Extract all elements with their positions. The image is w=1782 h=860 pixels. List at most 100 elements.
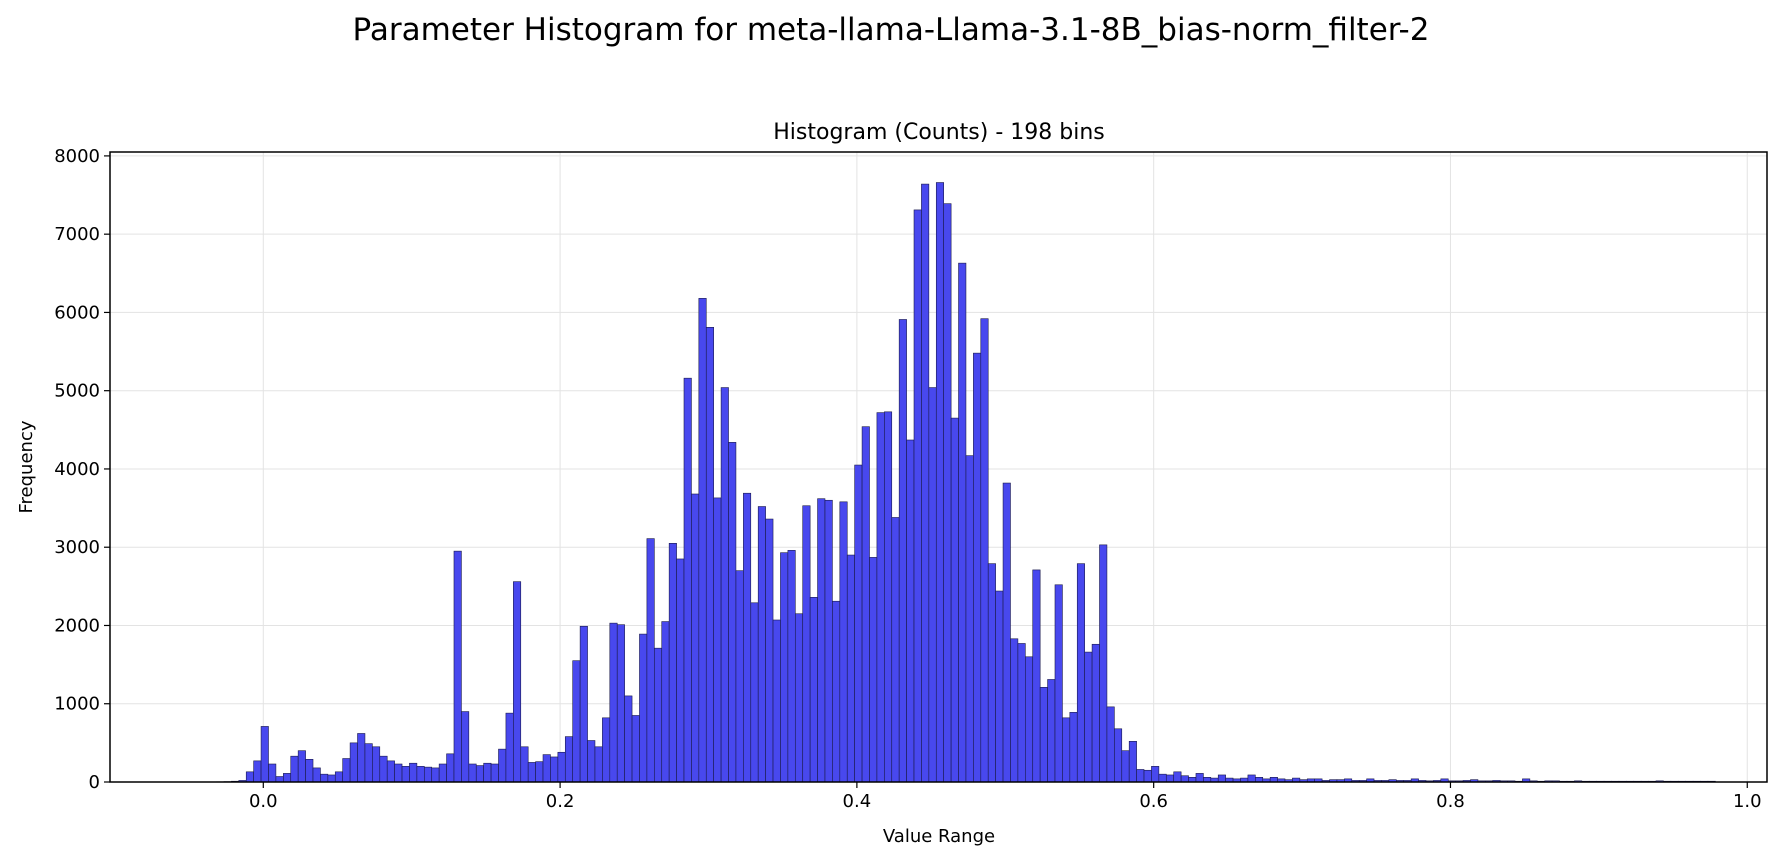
histogram-bar bbox=[935, 182, 944, 783]
histogram-bar bbox=[757, 506, 766, 783]
histogram-bar bbox=[468, 763, 477, 783]
y-tick-label: 5000 bbox=[54, 381, 100, 402]
histogram-bar bbox=[906, 439, 915, 783]
plot-frame bbox=[109, 151, 1768, 783]
histogram-bar bbox=[787, 550, 796, 783]
histogram-bar bbox=[275, 776, 284, 783]
histogram-bar bbox=[691, 493, 700, 783]
histogram-bar bbox=[372, 746, 381, 783]
y-tick-label: 1000 bbox=[54, 694, 100, 715]
histogram-bar bbox=[646, 538, 655, 783]
histogram-bar bbox=[453, 550, 462, 783]
histogram-bar bbox=[839, 501, 848, 783]
y-tick-label: 8000 bbox=[54, 146, 100, 167]
histogram-bar bbox=[1025, 656, 1034, 783]
histogram-bar bbox=[305, 759, 314, 783]
x-tick-label: 0.2 bbox=[546, 791, 575, 812]
histogram-bar bbox=[1002, 482, 1011, 783]
histogram-bar bbox=[1010, 638, 1019, 783]
histogram-bar bbox=[446, 753, 455, 783]
histogram-bar bbox=[290, 755, 299, 783]
histogram-bar bbox=[869, 557, 878, 783]
y-axis-label: Frequency bbox=[16, 420, 37, 513]
histogram-bar bbox=[794, 613, 804, 783]
chart-title: Histogram (Counts) - 198 bins bbox=[773, 120, 1104, 145]
histogram-bar bbox=[564, 736, 574, 783]
y-tick-label: 6000 bbox=[54, 302, 100, 323]
histogram-bar bbox=[1054, 584, 1063, 783]
histogram-bar bbox=[668, 543, 677, 783]
histogram-bar bbox=[743, 492, 752, 783]
histogram-bar bbox=[527, 762, 536, 783]
histogram-bar bbox=[854, 464, 863, 783]
histogram-bar bbox=[312, 767, 321, 783]
chart-suptitle: Parameter Histogram for meta-llama-Llama… bbox=[353, 12, 1430, 48]
histogram-bar bbox=[921, 183, 930, 783]
histogram-bar bbox=[602, 717, 611, 783]
histogram-bar bbox=[490, 763, 499, 783]
histogram-bar bbox=[438, 763, 447, 783]
histogram-bar bbox=[513, 581, 522, 783]
histogram-bar bbox=[720, 387, 729, 783]
x-tick-label: 0.4 bbox=[843, 791, 872, 812]
histogram-bar bbox=[283, 773, 292, 783]
y-tick-label: 0 bbox=[89, 772, 100, 793]
histogram-bar bbox=[483, 762, 492, 783]
histogram-bar bbox=[268, 763, 277, 783]
x-tick-label: 1.0 bbox=[1733, 791, 1762, 812]
histogram-bar bbox=[705, 327, 714, 783]
histogram-bar bbox=[750, 602, 759, 783]
histogram-bar bbox=[765, 518, 774, 783]
histogram-bar bbox=[913, 209, 922, 783]
y-tick-label: 2000 bbox=[54, 615, 100, 636]
histogram-bar bbox=[683, 377, 692, 783]
histogram-bar bbox=[772, 619, 781, 783]
histogram-bars bbox=[179, 182, 1716, 783]
y-tick-label: 7000 bbox=[54, 224, 100, 245]
histogram-bar bbox=[461, 711, 470, 783]
histogram-bar bbox=[884, 411, 893, 783]
y-tick-label: 3000 bbox=[54, 537, 100, 558]
x-tick-label: 0.6 bbox=[1139, 791, 1168, 812]
histogram-bar bbox=[1039, 687, 1048, 783]
histogram-bar bbox=[780, 552, 789, 783]
histogram-bar bbox=[1106, 706, 1115, 783]
histogram-bar bbox=[735, 570, 744, 783]
histogram-bar bbox=[1091, 643, 1100, 783]
histogram-bar bbox=[661, 621, 670, 783]
histogram-bar bbox=[802, 505, 811, 783]
histogram-bar bbox=[609, 622, 618, 783]
y-axis-ticks: 0 1000 2000 3000 4000 5000 6000 7000 8000 bbox=[54, 146, 110, 793]
histogram-bar bbox=[1136, 769, 1145, 783]
histogram-bar bbox=[1247, 774, 1256, 783]
histogram-bar bbox=[1047, 679, 1056, 783]
histogram-bar bbox=[639, 633, 648, 783]
histogram-bar bbox=[1151, 766, 1160, 783]
histogram-bar bbox=[616, 624, 625, 783]
histogram-bar bbox=[1069, 712, 1078, 783]
histogram-bar bbox=[1158, 773, 1167, 783]
histogram-bar bbox=[594, 746, 603, 783]
histogram-bar bbox=[542, 754, 551, 783]
histogram-bar bbox=[364, 743, 373, 783]
histogram-bar bbox=[401, 766, 410, 783]
histogram-bar bbox=[1017, 643, 1026, 783]
histogram-bar bbox=[1195, 773, 1204, 783]
histogram-bar bbox=[698, 298, 707, 783]
histogram-bar bbox=[728, 442, 737, 783]
histogram-bar bbox=[424, 766, 433, 783]
histogram-bar bbox=[965, 455, 974, 783]
histogram-bar bbox=[1143, 769, 1152, 783]
histogram-bar bbox=[898, 319, 907, 783]
histogram-bar bbox=[1217, 774, 1226, 783]
histogram-bar bbox=[824, 499, 833, 783]
histogram-bar bbox=[943, 203, 952, 783]
histogram-bar bbox=[958, 262, 967, 783]
histogram-bar bbox=[379, 755, 388, 783]
x-axis-label: Value Range bbox=[883, 826, 995, 847]
histogram-bar bbox=[409, 762, 418, 783]
histogram-bar bbox=[253, 760, 262, 783]
histogram-bar bbox=[1099, 544, 1108, 783]
histogram-bar bbox=[987, 563, 996, 783]
histogram-bar bbox=[386, 760, 395, 783]
